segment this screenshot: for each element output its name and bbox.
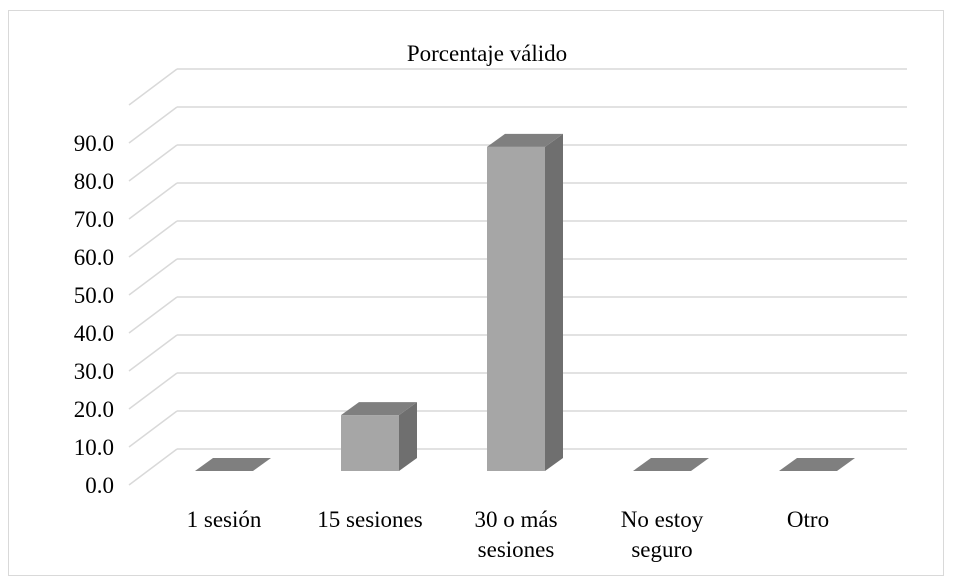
y-tick-label: 50.0 — [74, 283, 114, 308]
gridline-diagonal — [128, 334, 178, 372]
x-tick-label-line: 1 sesión — [187, 507, 262, 532]
gridline-diagonal — [128, 220, 178, 258]
gridline-diagonal — [128, 410, 178, 448]
bar — [779, 458, 855, 471]
gridline-diagonal — [128, 68, 178, 106]
bars — [195, 133, 855, 472]
bar-front — [341, 415, 399, 471]
gridline-diagonal — [128, 258, 178, 296]
bar-top — [633, 458, 709, 471]
y-axis-ticks: 0.0 10.0 20.0 30.0 40.0 50.0 60.0 70.0 80.0 90.0 — [74, 131, 114, 498]
bar-top — [487, 133, 563, 147]
gridline-diagonal — [128, 296, 178, 334]
bar-side — [399, 402, 417, 471]
x-tick-label: No estoy seguro — [621, 507, 704, 562]
gridline-diagonal — [128, 106, 178, 144]
x-tick-label-line: No estoy — [621, 507, 704, 532]
bar-top — [341, 402, 417, 416]
bar — [633, 458, 709, 471]
y-tick-label: 0.0 — [85, 473, 114, 498]
y-tick-label: 10.0 — [74, 435, 114, 460]
y-tick-label: 70.0 — [74, 207, 114, 232]
bar — [341, 402, 417, 471]
gridline-diagonal — [128, 372, 178, 410]
gridline-diagonal — [128, 448, 178, 486]
gridline-diagonal — [128, 182, 178, 220]
x-tick-label: 15 sesiones — [317, 507, 422, 532]
bar-top — [195, 458, 271, 471]
x-axis-labels: 1 sesión 15 sesiones 30 o más sesiones No es… — [187, 507, 829, 562]
y-tick-label: 30.0 — [74, 359, 114, 384]
y-tick-label: 80.0 — [74, 169, 114, 194]
y-tick-label: 90.0 — [74, 131, 114, 156]
x-tick-label: 30 o más sesiones — [474, 507, 557, 562]
x-tick-label-line: 30 o más — [474, 507, 557, 532]
x-tick-label-line: seguro — [631, 537, 692, 562]
chart-title: Porcentaje válido — [407, 41, 567, 66]
bar — [195, 458, 271, 471]
y-tick-label: 20.0 — [74, 397, 114, 422]
y-tick-label: 40.0 — [74, 321, 114, 346]
bar — [487, 133, 563, 472]
y-tick-label: 60.0 — [74, 245, 114, 270]
x-tick-label: 1 sesión — [187, 507, 262, 532]
x-tick-label-line: sesiones — [478, 537, 555, 562]
chart-frame — [8, 10, 944, 576]
x-tick-label: Otro — [787, 507, 829, 532]
bar-top — [779, 458, 855, 471]
bar-side — [545, 133, 563, 472]
x-tick-label-line: 15 sesiones — [317, 507, 422, 532]
bar-front — [487, 146, 545, 472]
gridline-diagonal — [128, 144, 178, 182]
x-tick-label-line: Otro — [787, 507, 829, 532]
